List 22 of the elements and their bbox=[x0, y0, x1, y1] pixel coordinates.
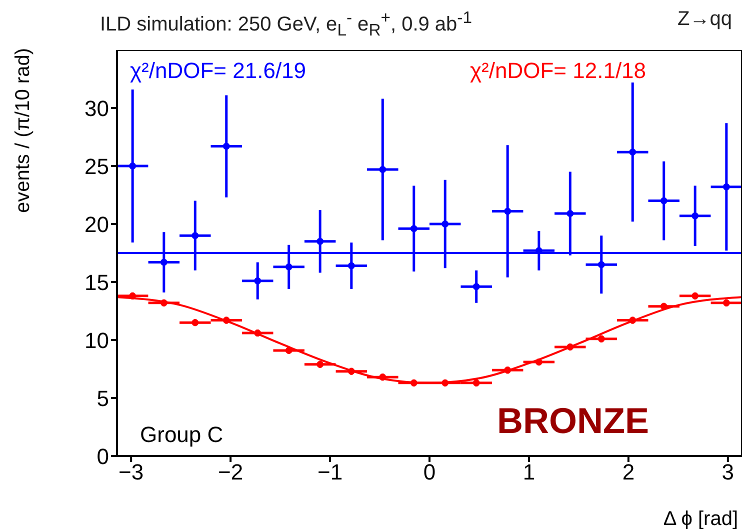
y-tick-label: 15 bbox=[84, 270, 109, 295]
chart-title: ILD simulation: 250 GeV, e$_{L}$$^{-}$ e$_{R}$$^{+}$, 0.9 ab$^{-1}$ bbox=[100, 8, 472, 41]
y-tick-label: 20 bbox=[84, 212, 109, 237]
y-tick-label: 0 bbox=[96, 444, 109, 469]
x-tick-label: 2 bbox=[622, 460, 635, 485]
y-axis-title: events / (π/10 rad) bbox=[12, 48, 34, 213]
x-tick-label: −2 bbox=[218, 460, 244, 485]
y-tick-label: 25 bbox=[84, 154, 109, 179]
annotation: Group C bbox=[140, 422, 224, 448]
y-tick-label: 10 bbox=[84, 328, 109, 353]
x-tick-label: −1 bbox=[317, 460, 343, 485]
annotation: χ²/nDOF= 12.1/18 bbox=[470, 58, 646, 84]
y-tick-label: 30 bbox=[84, 96, 109, 121]
x-tick-label: −3 bbox=[118, 460, 144, 485]
x-tick-label: 0 bbox=[423, 460, 436, 485]
chart-subtitle: Z→qq bbox=[678, 8, 732, 31]
x-axis-title: Δ ϕ [rad] bbox=[663, 508, 738, 529]
y-tick-label: 5 bbox=[96, 386, 109, 411]
x-tick-label: 1 bbox=[522, 460, 536, 485]
annotation: χ²/nDOF= 21.6/19 bbox=[130, 58, 306, 84]
annotation: BRONZE bbox=[497, 400, 649, 442]
x-tick-label: 3 bbox=[722, 460, 734, 485]
